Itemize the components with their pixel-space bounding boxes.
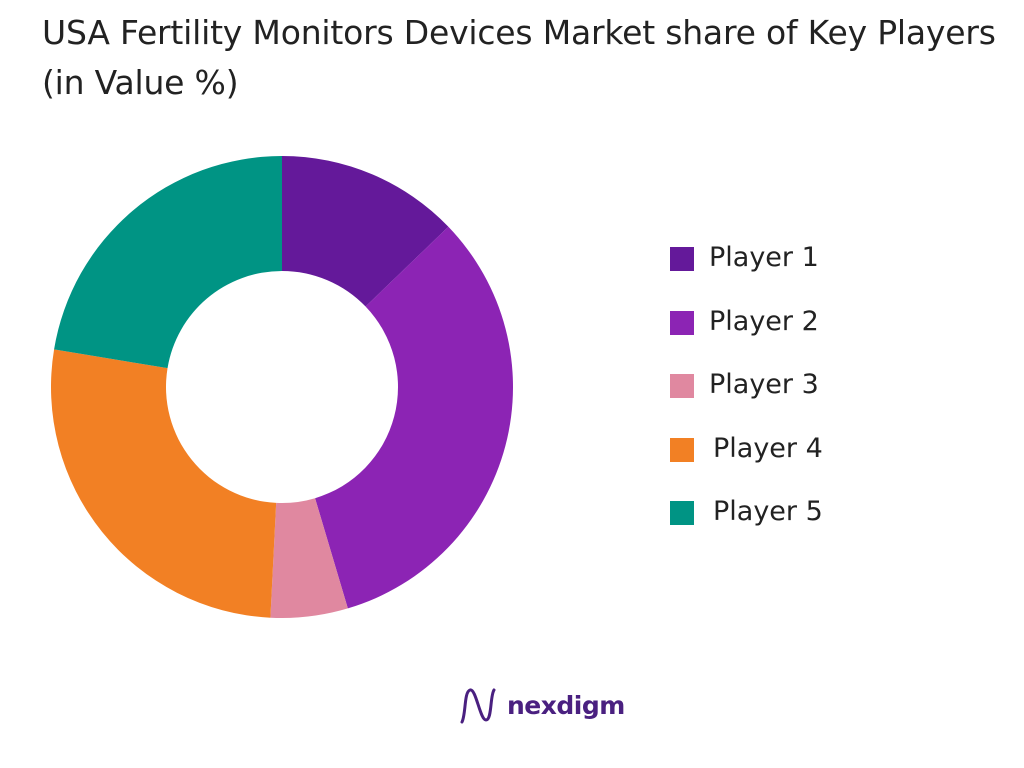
legend-label: Player 3 [709,369,819,400]
donut-slice-player-2 [315,226,513,609]
legend-label: Player 4 [713,432,823,464]
legend-label: Player 2 [709,305,819,337]
legend-label: Player 1 [709,242,819,273]
donut-slice-player-3 [270,498,348,619]
donut-slices [50,156,513,619]
legend-swatch [670,437,694,462]
donut-slice-player-5 [54,156,282,369]
donut-slice-player-1 [282,156,449,307]
legend-swatch [670,247,694,271]
legend-swatch [670,374,694,398]
legend-swatch [670,501,694,525]
logo-text: nexdigm [507,691,625,720]
donut-slice-player-4 [50,349,277,618]
chart-title: USA Fertility Monitors Devices Market sh… [42,13,996,102]
legend-label: Player 5 [713,496,823,527]
nexdigm-wave-icon [460,688,496,724]
legend-swatch [670,310,694,335]
